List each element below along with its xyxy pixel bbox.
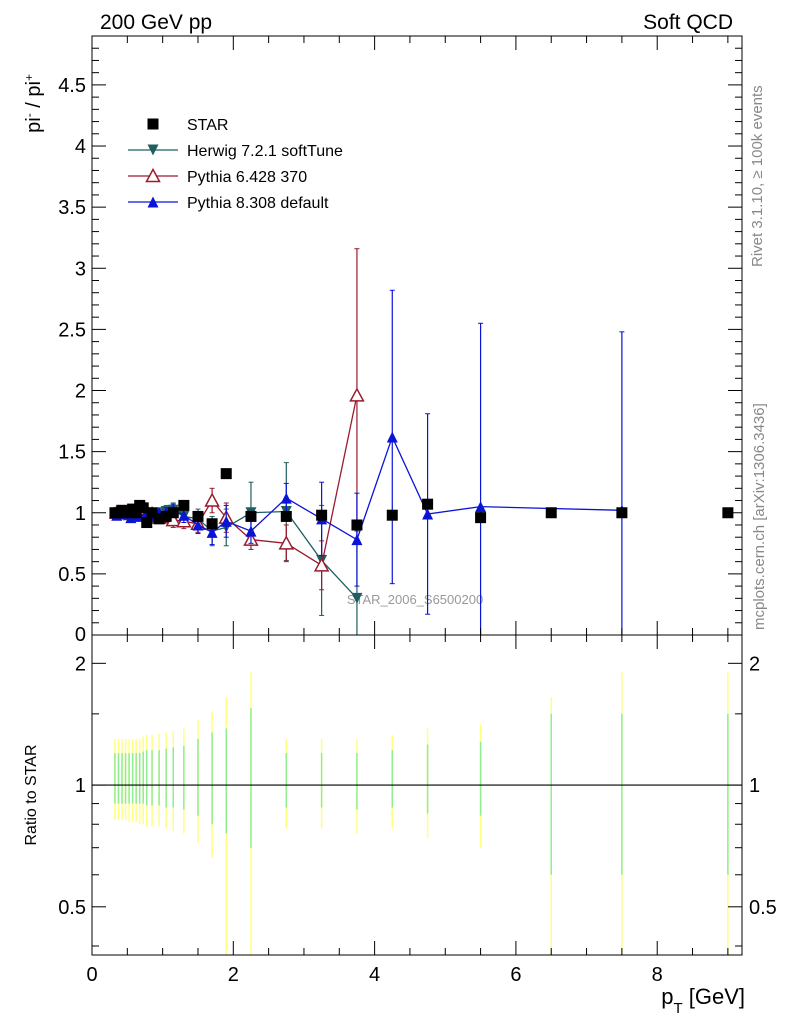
data-point	[349, 387, 365, 402]
data-point	[220, 515, 232, 527]
main-y-tick-label-zero: 0	[75, 624, 86, 646]
data-point	[351, 519, 363, 531]
x-tick-label: 6	[510, 964, 521, 986]
legend-marker	[147, 118, 159, 130]
data-point	[351, 592, 363, 604]
data-point	[206, 526, 218, 538]
legend-marker	[147, 196, 159, 208]
ratio-panel: 0.5 0.5 1 1 2 2 0 2 4 6 8 Ratio to STAR pT [GeV]	[23, 634, 777, 1017]
data-point	[422, 498, 434, 510]
analysis-watermark: STAR_2006_S6500200	[347, 592, 483, 607]
main-y-axis-label: pi- / pi+	[22, 74, 45, 133]
data-point	[278, 535, 295, 550]
main-y-tick-label: 3.5	[58, 197, 86, 219]
main-y-tick-label: 1	[75, 503, 86, 525]
ratio-y-tick-label-right: 1	[749, 775, 760, 797]
x-tick-label: 8	[652, 964, 663, 986]
legend-item: Herwig 7.2.1 softTune	[128, 143, 343, 160]
ratio-y-tick-label-right: 2	[749, 653, 760, 675]
series-pythia-6-428-370	[108, 248, 365, 591]
main-panel: STAR_2006_S6500200 0.511.522.533.544.50 …	[22, 35, 743, 646]
data-point	[422, 508, 434, 520]
data-point	[167, 507, 179, 519]
data-point	[386, 431, 398, 443]
data-point	[316, 509, 328, 521]
main-y-tick-label: 3	[75, 258, 86, 280]
series-line	[116, 435, 622, 541]
ratio-panel-frame	[91, 634, 743, 956]
ratio-y-axis-label: Ratio to STAR	[23, 744, 40, 845]
main-y-tick-label: 4.5	[58, 75, 86, 97]
ratio-y-tick-label: 0.5	[58, 897, 86, 919]
ratio-y-tick-label: 1	[75, 775, 86, 797]
legend-marker	[147, 144, 159, 156]
data-point	[280, 510, 292, 522]
data-point	[178, 509, 190, 521]
data-point	[313, 557, 330, 572]
data-point	[192, 510, 204, 522]
header-category-label: Soft QCD	[643, 11, 733, 34]
rivet-version-label: Rivet 3.1.10, ≥ 100k events	[749, 85, 766, 267]
ratio-y-tick-label-right: 0.5	[749, 897, 777, 919]
data-point	[178, 499, 190, 511]
x-tick-label: 0	[86, 964, 97, 986]
data-point	[146, 507, 158, 519]
main-y-tick-label: 2.5	[58, 319, 86, 341]
data-point	[616, 507, 628, 519]
data-point	[137, 502, 149, 514]
data-point	[475, 512, 487, 524]
ratio-y-tick-label: 2	[75, 653, 86, 675]
data-point	[141, 517, 153, 529]
legend-marker	[145, 167, 161, 183]
legend-item: Pythia 6.428 370	[128, 167, 307, 186]
data-point	[160, 510, 172, 522]
legend-item: Pythia 8.308 default	[128, 195, 329, 212]
x-axis-label: pT [GeV]	[661, 984, 745, 1017]
data-point	[130, 507, 142, 519]
data-point	[545, 507, 557, 519]
main-y-tick-label: 1.5	[58, 442, 86, 464]
legend-label: Pythia 8.308 default	[187, 195, 329, 212]
data-point	[386, 509, 398, 521]
legend: STAR Herwig 7.2.1 softTune Pythia 6.428 37…	[128, 117, 343, 212]
data-point	[475, 501, 487, 513]
x-tick-label: 4	[369, 964, 380, 986]
legend-label: Herwig 7.2.1 softTune	[187, 143, 343, 160]
main-y-tick-label: 2	[75, 381, 86, 403]
series-line	[116, 395, 358, 567]
data-point	[153, 513, 165, 525]
series-pythia-8-308-default	[111, 289, 628, 635]
data-point	[351, 534, 363, 546]
main-y-tick-label: 4	[75, 136, 86, 158]
data-point	[722, 507, 734, 519]
data-point	[204, 492, 220, 507]
x-tick-label: 2	[228, 964, 239, 986]
data-point	[280, 492, 292, 504]
header-collision-label: 200 GeV pp	[100, 11, 212, 34]
data-point	[245, 525, 257, 537]
data-point	[206, 518, 218, 530]
series-star	[109, 468, 734, 531]
data-point	[245, 510, 257, 522]
legend-item: STAR	[147, 117, 228, 134]
legend-label: STAR	[187, 117, 228, 134]
legend-label: Pythia 6.428 370	[187, 169, 307, 186]
data-point	[192, 519, 204, 531]
main-y-tick-label: 0.5	[58, 564, 86, 586]
mcplots-credit-label: mcplots.cern.ch [arXiv:1306.3436]	[751, 403, 768, 630]
data-point	[220, 468, 232, 480]
